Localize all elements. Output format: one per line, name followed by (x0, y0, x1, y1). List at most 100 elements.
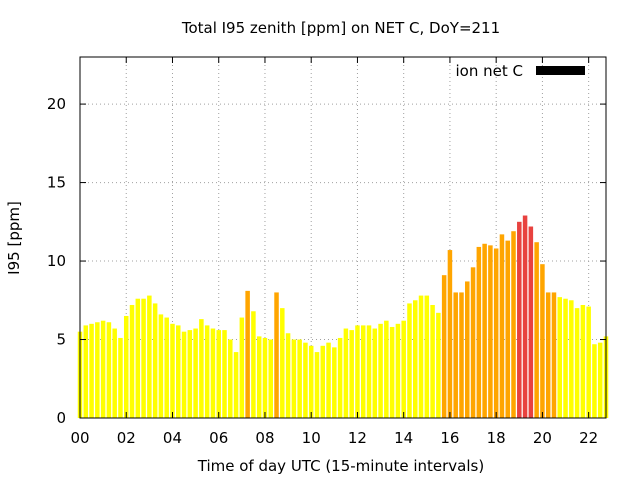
bar (592, 344, 597, 418)
bar (540, 264, 545, 418)
bar (493, 248, 499, 418)
legend-swatch (536, 66, 585, 75)
bar (372, 328, 378, 418)
bar (407, 303, 412, 418)
bar (193, 328, 198, 418)
bar (569, 300, 574, 418)
y-tick-label: 10 (47, 252, 66, 270)
bar (488, 245, 493, 418)
bar (355, 325, 360, 418)
bar (482, 243, 487, 418)
bar (100, 320, 106, 418)
y-tick-label: 15 (47, 174, 66, 192)
bar (303, 342, 308, 418)
bar (222, 330, 227, 418)
x-tick-label: 06 (209, 429, 228, 447)
bar (332, 347, 337, 418)
bar (384, 320, 389, 418)
bar (586, 306, 591, 418)
y-tick-label: 0 (56, 409, 66, 427)
bar (424, 295, 430, 418)
bar (129, 304, 135, 418)
bar (285, 333, 291, 418)
bar (412, 300, 418, 418)
bar (112, 328, 117, 418)
y-tick-label: 20 (47, 95, 66, 113)
bar (239, 317, 245, 418)
plot-border (79, 56, 607, 419)
bar (176, 325, 181, 418)
x-tick-label: 22 (579, 429, 598, 447)
x-axis-label: Time of day UTC (15-minute intervals) (197, 457, 484, 475)
bar (551, 292, 557, 418)
bar (326, 342, 331, 418)
bar (280, 308, 285, 418)
bar (395, 323, 401, 418)
x-tick-label: 08 (255, 429, 274, 447)
bar (459, 292, 464, 418)
bar (251, 311, 256, 418)
bar (158, 314, 164, 418)
bar (118, 337, 123, 418)
bar (453, 292, 458, 418)
x-tick-label: 12 (348, 429, 367, 447)
bar (320, 345, 326, 418)
bar (343, 328, 349, 418)
bar (245, 290, 250, 418)
bar (106, 322, 112, 418)
bar (522, 215, 528, 418)
bar (297, 339, 302, 418)
bar (360, 325, 366, 418)
bar (499, 234, 505, 418)
bar (447, 250, 453, 418)
bar (470, 267, 476, 418)
bar (430, 304, 435, 418)
bar (337, 337, 343, 418)
bar (141, 298, 146, 418)
y-axis-label: I95 [ppm] (5, 201, 23, 275)
bar (366, 325, 372, 418)
bar (170, 323, 175, 418)
bar (580, 304, 586, 418)
bar (597, 342, 603, 418)
bar (233, 352, 239, 418)
bar (89, 323, 94, 418)
bar (274, 292, 279, 418)
bar (228, 339, 233, 418)
bar (349, 330, 354, 418)
ticks: 0 5 10 15 20 00 02 04 06 08 10 12 14 16 18 20 22 (47, 57, 606, 447)
x-tick-label: 14 (394, 429, 413, 447)
bar (256, 336, 262, 418)
x-tick-label: 10 (302, 429, 321, 447)
bar (574, 308, 580, 418)
bar (204, 325, 210, 418)
bar (401, 320, 406, 418)
bar (135, 298, 141, 418)
bar (418, 295, 424, 418)
bar (465, 281, 470, 418)
chart-title: Total I95 zenith [ppm] on NET C, DoY=211 (181, 19, 500, 37)
legend: ion net C (456, 62, 585, 80)
bar (123, 315, 129, 418)
bar (528, 226, 534, 418)
legend-label: ion net C (456, 62, 523, 80)
bar (181, 331, 187, 418)
bar (505, 240, 510, 418)
bars (77, 215, 609, 418)
bar (199, 319, 204, 418)
bar (389, 326, 395, 418)
x-tick-label: 16 (440, 429, 459, 447)
bar (534, 242, 539, 418)
bar (83, 325, 89, 418)
bar (476, 246, 482, 418)
bar (308, 345, 314, 418)
y-tick-label: 5 (56, 331, 66, 349)
bar (291, 339, 297, 418)
bar (210, 328, 216, 418)
bar (441, 275, 447, 418)
bar (152, 303, 158, 418)
bar (262, 337, 268, 418)
bar (147, 295, 152, 418)
x-tick-label: 20 (533, 429, 552, 447)
